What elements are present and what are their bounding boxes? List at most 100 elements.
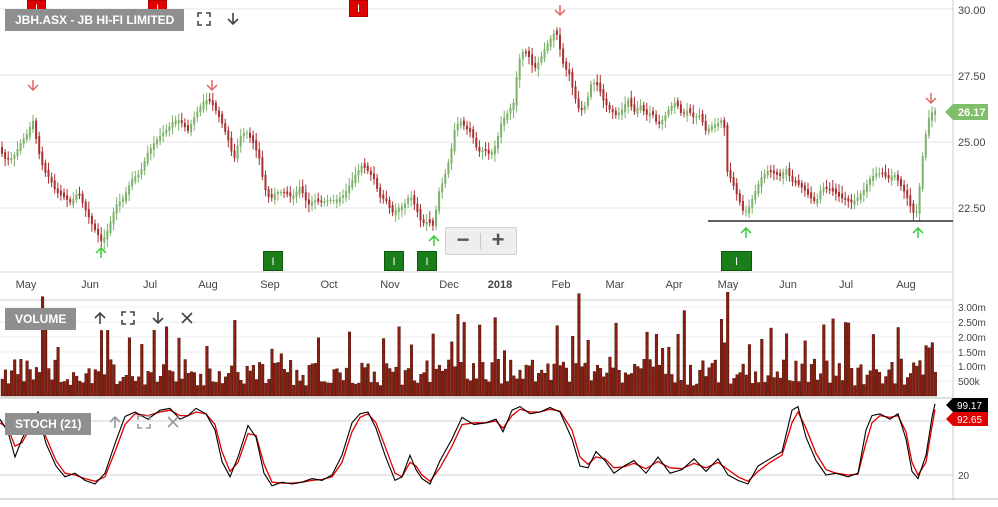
volume-bar bbox=[521, 378, 525, 397]
price-candle bbox=[766, 165, 769, 179]
event-marker-green[interactable]: I bbox=[384, 251, 404, 271]
price-candle bbox=[397, 203, 400, 220]
price-candle bbox=[180, 112, 183, 128]
price-candle bbox=[323, 197, 326, 207]
close-icon[interactable] bbox=[165, 414, 181, 430]
volume-bar bbox=[496, 359, 500, 397]
price-candle bbox=[19, 139, 22, 155]
volume-bar bbox=[419, 374, 423, 397]
volume-bar bbox=[704, 376, 708, 397]
volume-bar bbox=[630, 373, 634, 397]
price-candle bbox=[593, 78, 596, 92]
y-tick-label: 30.00 bbox=[958, 5, 986, 17]
price-candle bbox=[921, 152, 924, 193]
buy-arrow-icon bbox=[95, 246, 107, 258]
zoom-out-button[interactable]: − bbox=[456, 227, 470, 252]
buy-arrow-icon bbox=[740, 226, 752, 238]
y-tick-label: 3.00m bbox=[958, 303, 986, 314]
volume-bar bbox=[933, 371, 937, 397]
price-candle bbox=[645, 102, 648, 121]
volume-bar bbox=[155, 381, 159, 397]
expand-icon[interactable] bbox=[196, 11, 212, 27]
volume-bar bbox=[286, 372, 290, 397]
volume-bar bbox=[351, 382, 355, 397]
volume-bar bbox=[558, 365, 562, 397]
price-candle bbox=[366, 162, 369, 175]
price-candle bbox=[760, 170, 763, 194]
zoom-in-button[interactable]: + bbox=[491, 227, 505, 252]
price-candle bbox=[605, 92, 608, 113]
volume-bar bbox=[385, 363, 389, 397]
volume-bar bbox=[292, 385, 296, 397]
price-candle bbox=[689, 104, 692, 116]
volume-bar bbox=[574, 363, 578, 397]
price-candle bbox=[586, 92, 589, 110]
move-up-icon[interactable] bbox=[92, 310, 108, 326]
price-candle bbox=[611, 105, 614, 120]
price-candle bbox=[546, 40, 549, 55]
price-candle bbox=[484, 142, 487, 157]
volume-bar bbox=[41, 296, 45, 397]
price-candle bbox=[295, 185, 298, 204]
price-candle bbox=[825, 179, 828, 194]
event-marker-red[interactable]: I bbox=[349, 0, 368, 17]
price-candle bbox=[106, 223, 109, 247]
x-tick-label: Jun bbox=[81, 279, 99, 291]
volume-bar bbox=[382, 338, 386, 397]
price-candle bbox=[137, 169, 140, 183]
price-candle bbox=[131, 171, 134, 191]
volume-bar bbox=[261, 364, 265, 397]
price-candle bbox=[360, 162, 363, 176]
price-candle bbox=[193, 111, 196, 131]
move-down-icon[interactable] bbox=[225, 11, 241, 27]
expand-icon[interactable] bbox=[136, 414, 152, 430]
volume-bar bbox=[757, 382, 761, 397]
move-up-icon[interactable] bbox=[107, 414, 123, 430]
price-candle bbox=[239, 128, 242, 153]
volume-bar bbox=[800, 363, 804, 397]
volume-bar bbox=[875, 369, 879, 397]
volume-bar bbox=[158, 376, 162, 397]
price-candle bbox=[168, 121, 171, 137]
price-candle bbox=[738, 189, 741, 206]
move-down-icon[interactable] bbox=[150, 310, 166, 326]
x-tick-label: Oct bbox=[320, 279, 337, 291]
price-candles bbox=[1, 27, 937, 250]
volume-bar bbox=[878, 372, 882, 397]
volume-bar bbox=[503, 350, 507, 397]
volume-bar bbox=[242, 383, 246, 397]
price-candle bbox=[230, 131, 233, 156]
expand-icon[interactable] bbox=[120, 310, 136, 326]
volume-bar bbox=[651, 366, 655, 397]
volume-bar bbox=[754, 371, 758, 397]
price-candle bbox=[128, 181, 131, 202]
volume-bar bbox=[701, 360, 705, 397]
price-candle bbox=[918, 182, 921, 222]
price-candle bbox=[435, 205, 437, 231]
volume-bar bbox=[689, 364, 693, 397]
price-candle bbox=[382, 189, 385, 204]
y-tick-label: 27.50 bbox=[958, 71, 986, 83]
volume-bar bbox=[31, 379, 35, 397]
volume-bar bbox=[493, 317, 497, 397]
price-candle bbox=[800, 180, 803, 194]
volume-bar bbox=[140, 344, 144, 397]
volume-bar bbox=[230, 365, 234, 397]
price-candle bbox=[803, 181, 806, 197]
volume-bar bbox=[400, 384, 404, 397]
volume-bar bbox=[65, 379, 69, 397]
volume-bar bbox=[778, 377, 782, 397]
sell-arrow-icon bbox=[27, 80, 39, 92]
close-icon[interactable] bbox=[179, 310, 195, 326]
volume-bar bbox=[766, 375, 770, 397]
price-candle bbox=[577, 91, 580, 113]
event-marker-green[interactable]: I bbox=[417, 251, 437, 271]
volume-bar bbox=[273, 362, 277, 397]
event-marker-green[interactable]: I bbox=[721, 251, 752, 271]
volume-bar bbox=[673, 382, 677, 397]
event-marker-green[interactable]: I bbox=[263, 251, 283, 271]
price-candle bbox=[782, 168, 785, 185]
volume-bar bbox=[930, 342, 934, 397]
volume-bar bbox=[416, 382, 420, 397]
price-candle bbox=[249, 127, 251, 143]
